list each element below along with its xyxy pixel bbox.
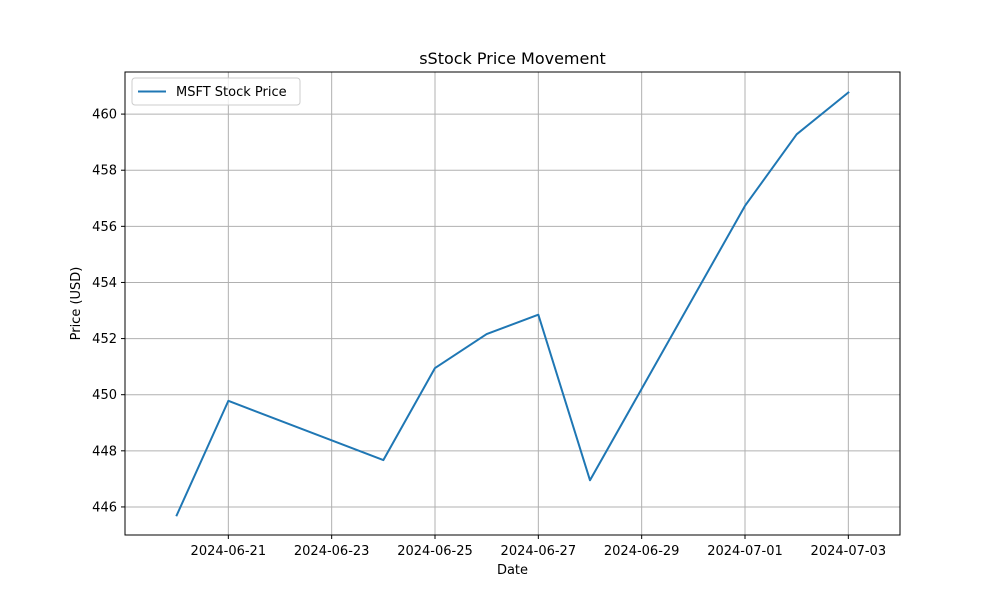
x-axis: 2024-06-21 2024-06-23 2024-06-25 2024-06-27… (191, 535, 887, 559)
y-tick-label: 460 (92, 108, 117, 123)
data-point (744, 205, 746, 207)
data-point (589, 479, 591, 481)
y-axis: 446 448 450 452 454 456 458 460 (92, 108, 125, 515)
x-tick-label: 2024-06-27 (501, 544, 577, 559)
y-tick-label: 448 (92, 444, 117, 459)
x-axis-title: Date (497, 563, 528, 578)
y-axis-title: Price (USD) (69, 267, 84, 341)
data-point (847, 91, 849, 93)
data-point (382, 459, 384, 461)
series-line-0 (175, 91, 850, 517)
y-tick-label: 458 (92, 164, 117, 179)
x-tick-label: 2024-06-21 (191, 544, 267, 559)
data-point (796, 133, 798, 135)
data-point (537, 314, 539, 316)
data-point (434, 367, 436, 369)
grid (125, 72, 900, 535)
x-tick-label: 2024-06-23 (294, 544, 370, 559)
y-tick-label: 450 (92, 388, 117, 403)
x-tick-label: 2024-06-29 (604, 544, 680, 559)
x-tick-label: 2024-06-25 (397, 544, 473, 559)
x-tick-label: 2024-07-03 (811, 544, 887, 559)
x-tick-label: 2024-07-01 (707, 544, 783, 559)
y-tick-label: 446 (92, 500, 117, 515)
y-tick-label: 456 (92, 220, 117, 235)
y-tick-label: 452 (92, 332, 117, 347)
legend-label: MSFT Stock Price (176, 85, 287, 100)
y-tick-label: 454 (92, 276, 117, 291)
plot-frame (124, 71, 901, 536)
series-layer (175, 91, 850, 517)
legend: MSFT Stock Price (131, 77, 301, 106)
data-point (227, 400, 229, 402)
data-point (486, 333, 488, 335)
chart-title: sStock Price Movement (419, 49, 606, 68)
legend-box (131, 77, 301, 106)
data-point (176, 514, 178, 516)
